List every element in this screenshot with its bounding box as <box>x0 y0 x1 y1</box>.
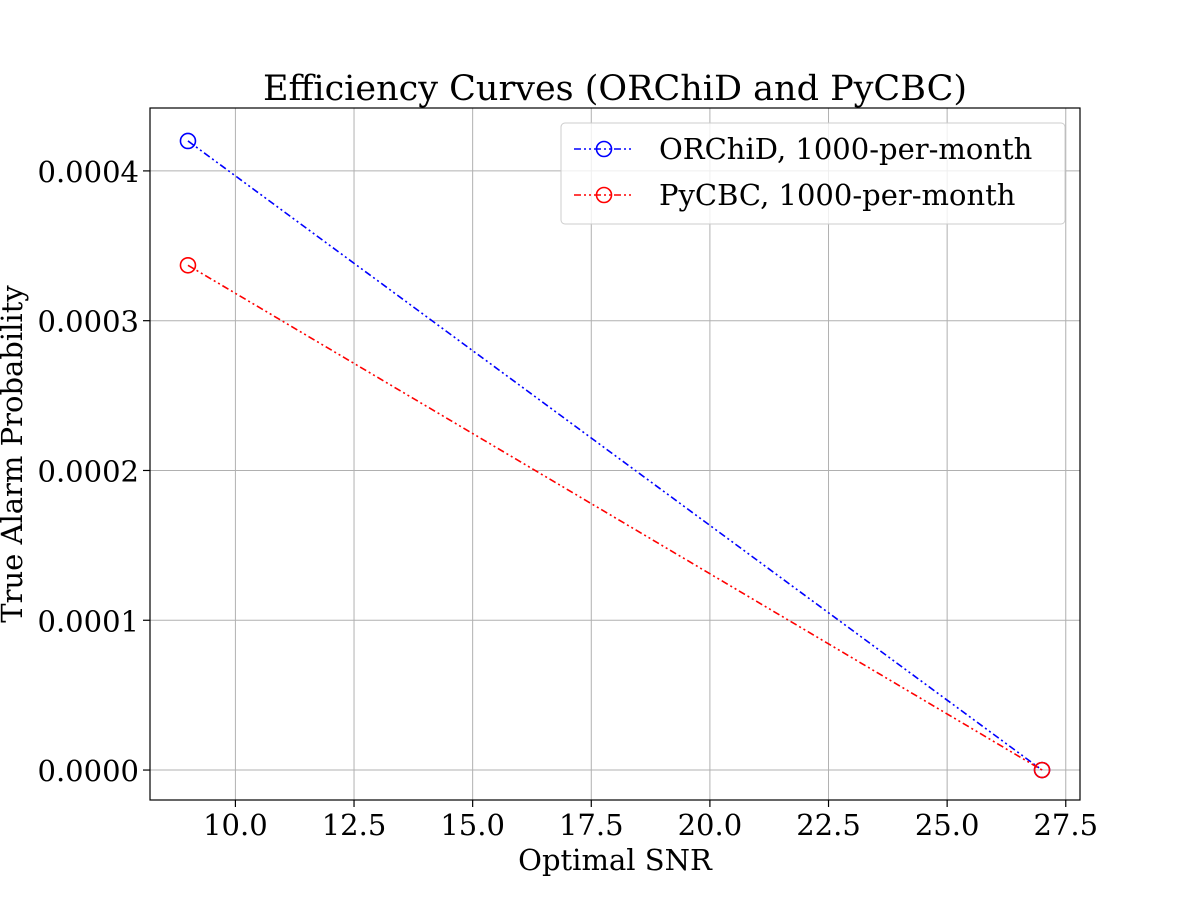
data-point <box>179 132 197 150</box>
y-axis-label: True Alarm Probability <box>0 285 29 623</box>
x-tick-label: 22.5 <box>796 808 861 842</box>
x-tick-label: 17.5 <box>559 808 624 842</box>
x-tick-label: 27.5 <box>1033 808 1098 842</box>
x-tick-label: 10.0 <box>203 808 268 842</box>
legend-marker <box>595 186 613 204</box>
legend-frame <box>560 122 1066 225</box>
legend-label: ORChiD, 1000-per-month <box>659 132 1032 166</box>
grid-lines <box>150 108 1080 800</box>
y-tick-label: 0.0001 <box>38 604 139 638</box>
series-markers <box>179 132 1051 779</box>
x-tick-label: 25.0 <box>915 808 980 842</box>
y-axis-ticks: 0.0000 0.0001 0.0002 0.0003 0.0004 <box>38 155 150 788</box>
x-tick-label: 20.0 <box>678 808 743 842</box>
y-tick-label: 0.0004 <box>38 155 139 189</box>
data-point <box>1033 761 1051 779</box>
series-line-0 <box>187 140 1043 771</box>
y-tick-label: 0.0002 <box>38 454 139 488</box>
legend-items: ORChiD, 1000-per-month PyCBC, 1000-per-mo… <box>574 132 1032 212</box>
y-tick-label: 0.0003 <box>38 305 139 339</box>
legend-label: PyCBC, 1000-per-month <box>659 178 1015 212</box>
legend: ORChiD, 1000-per-month PyCBC, 1000-per-mo… <box>560 122 1066 225</box>
x-tick-label: 15.0 <box>440 808 505 842</box>
series-lines <box>187 140 1043 771</box>
legend-marker <box>595 140 613 158</box>
x-axis-label: Optimal SNR <box>518 843 713 877</box>
plot-frame <box>149 107 1081 801</box>
y-tick-label: 0.0000 <box>38 754 139 788</box>
series-line-1 <box>187 264 1043 771</box>
x-axis-ticks: 10.0 12.5 15.0 17.5 20.0 22.5 25.0 27.5 <box>203 800 1098 842</box>
data-point <box>179 256 197 274</box>
x-tick-label: 12.5 <box>322 808 387 842</box>
chart-title: Efficiency Curves (ORChiD and PyCBC) <box>263 69 967 109</box>
